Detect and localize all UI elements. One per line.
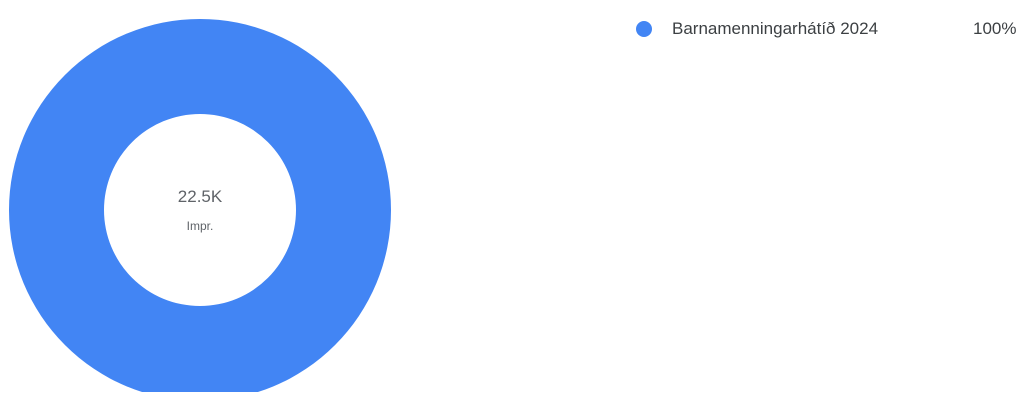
donut-center-value: 22.5K bbox=[178, 187, 223, 206]
legend-item[interactable]: Barnamenningarhátíð 2024 100% bbox=[636, 16, 1021, 42]
legend-swatch bbox=[636, 21, 652, 37]
legend-percent: 100% bbox=[973, 19, 1017, 38]
donut-slices bbox=[9, 19, 391, 397]
donut-center-label: Impr. bbox=[187, 219, 214, 233]
donut-slice[interactable] bbox=[9, 19, 391, 397]
legend-label: Barnamenningarhátíð 2024 bbox=[672, 19, 879, 38]
